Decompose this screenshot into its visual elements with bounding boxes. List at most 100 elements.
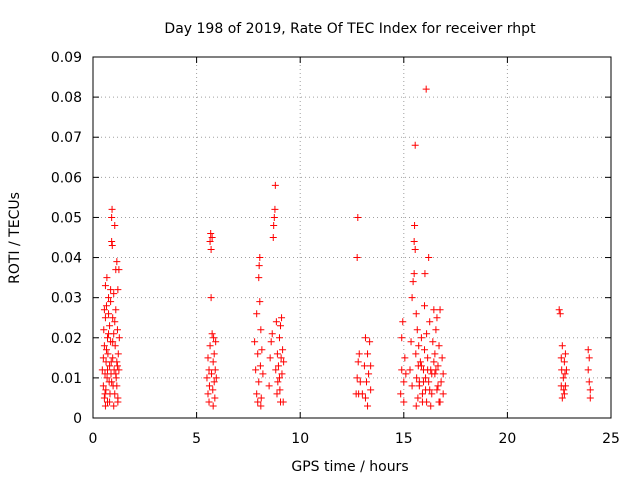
data-point [108,242,116,250]
data-point [114,286,122,294]
data-point [210,378,218,386]
data-point [412,310,420,318]
data-point [257,394,265,402]
data-point [414,394,422,402]
data-point [271,181,279,189]
data-point [367,362,375,370]
data-point [107,358,115,366]
data-point [422,85,430,93]
data-point [101,402,109,410]
data-point [204,354,212,362]
y-tick-label: 0.09 [51,50,82,66]
data-point [255,378,263,386]
data-point [413,374,421,382]
data-point [584,366,592,374]
data-point [278,370,286,378]
data-point [113,326,121,334]
data-point [278,314,286,322]
data-point [412,402,420,410]
data-point [424,366,432,374]
data-point [438,354,446,362]
data-point [421,270,429,278]
data-point [586,386,594,394]
data-point [253,390,261,398]
data-point [361,394,369,402]
data-point [109,338,117,346]
data-point [436,306,444,314]
data-point [584,346,592,354]
data-point [102,346,110,354]
data-point [408,294,416,302]
data-point [432,326,440,334]
data-point [274,378,282,386]
data-point [411,221,419,229]
x-tick-label: 10 [291,431,309,447]
data-point [435,398,443,406]
data-point [425,254,433,262]
data-point [400,378,408,386]
chart-title: Day 198 of 2019, Rate Of TEC Index for r… [164,21,536,37]
data-point [204,390,212,398]
data-point [585,354,593,362]
x-tick-label: 25 [602,431,620,447]
data-point [560,358,568,366]
data-point [273,350,281,358]
data-point [280,358,288,366]
data-point [367,386,375,394]
data-point [435,342,443,350]
data-point [360,362,368,370]
data-point [411,141,419,149]
data-point [209,358,217,366]
data-point [421,346,429,354]
y-tick-label: 0.01 [51,371,82,387]
data-point [259,370,267,378]
data-point [430,358,438,366]
data-point [586,394,594,402]
data-point [437,378,445,386]
data-point [560,386,568,394]
data-point [257,326,265,334]
data-point [417,334,425,342]
data-point [561,350,569,358]
y-tick-label: 0.04 [51,251,82,267]
data-point [413,326,421,334]
data-point [277,398,285,406]
data-point [112,306,120,314]
data-point [205,382,213,390]
data-point [269,234,277,241]
data-point [256,254,264,262]
points-layer [98,85,594,410]
data-point [410,270,418,278]
y-tick-label: 0.07 [51,130,82,146]
data-point [104,366,112,374]
data-point [111,390,119,398]
data-point [400,398,408,406]
data-point [421,302,429,310]
data-point [108,205,116,213]
data-point [115,266,123,274]
data-point [110,290,118,298]
data-point [397,390,405,398]
y-tick-label: 0 [73,411,82,427]
data-point [108,238,116,246]
data-point [419,378,427,386]
data-point [426,386,434,394]
data-point [258,346,266,354]
data-point [106,322,114,330]
data-point [398,334,406,342]
plot-frame [92,56,612,419]
data-point [208,370,216,378]
data-point [279,346,287,354]
data-point [254,350,262,358]
x-tick-label: 20 [498,431,516,447]
data-point [423,330,431,338]
data-point [252,366,260,374]
data-point [365,370,373,378]
data-point [558,394,566,402]
data-point [270,213,278,221]
data-point [114,350,122,358]
data-point [212,338,220,346]
data-point [266,354,274,362]
data-point [107,286,115,294]
data-point [417,362,425,370]
